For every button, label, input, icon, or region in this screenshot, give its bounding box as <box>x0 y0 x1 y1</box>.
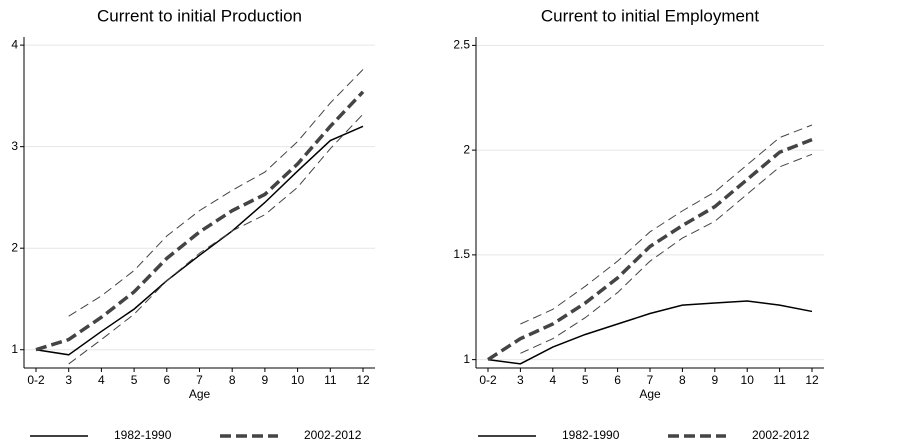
x-tick-label: 8 <box>679 373 686 387</box>
series-line <box>68 69 364 317</box>
chart-title: Current to initial Production <box>97 6 302 25</box>
plot-area <box>24 37 375 368</box>
y-tick-label: 1 <box>463 352 470 366</box>
series-line <box>520 153 813 354</box>
y-tick-label: 2 <box>11 240 18 254</box>
series-line <box>520 124 813 325</box>
legend-label: 1982-1990 <box>562 428 620 442</box>
legend-label: 1982-1990 <box>114 428 172 442</box>
x-tick-label: 4 <box>98 373 105 387</box>
series-line <box>35 90 365 352</box>
x-tick-label: 11 <box>773 373 786 387</box>
x-tick-label: 10 <box>741 373 755 387</box>
series-line <box>35 125 364 356</box>
series-line <box>487 300 813 365</box>
x-tick-label: 11 <box>324 373 337 387</box>
y-tick-label: 4 <box>11 37 18 51</box>
x-tick-label: 0-2 <box>479 373 497 387</box>
x-axis-label: Age <box>189 387 211 401</box>
chart-title: Current to initial Employment <box>541 6 760 25</box>
y-tick-label: 2.5 <box>453 38 470 52</box>
x-tick-label: 6 <box>163 373 170 387</box>
x-tick-label: 5 <box>131 373 138 387</box>
x-tick-label: 12 <box>805 373 819 387</box>
x-tick-label: 10 <box>291 373 305 387</box>
x-tick-label: 3 <box>65 373 72 387</box>
x-tick-label: 9 <box>262 373 269 387</box>
x-axis-label: Age <box>639 387 661 401</box>
legend-label: 2002-2012 <box>304 428 362 442</box>
x-tick-label: 5 <box>582 373 589 387</box>
y-tick-label: 1 <box>11 342 18 356</box>
x-tick-label: 0-2 <box>27 373 45 387</box>
x-tick-label: 12 <box>356 373 370 387</box>
y-tick-label: 1.5 <box>453 247 470 261</box>
x-tick-label: 7 <box>196 373 203 387</box>
x-tick-label: 8 <box>229 373 236 387</box>
x-tick-label: 7 <box>647 373 654 387</box>
legend-label: 2002-2012 <box>752 428 810 442</box>
series-line <box>68 113 364 365</box>
y-tick-label: 3 <box>11 139 18 153</box>
plot-area <box>476 37 824 368</box>
series-line <box>487 138 813 362</box>
x-tick-label: 3 <box>517 373 524 387</box>
x-tick-label: 4 <box>549 373 556 387</box>
y-tick-label: 2 <box>463 142 470 156</box>
x-tick-label: 6 <box>614 373 621 387</box>
x-tick-label: 9 <box>711 373 718 387</box>
